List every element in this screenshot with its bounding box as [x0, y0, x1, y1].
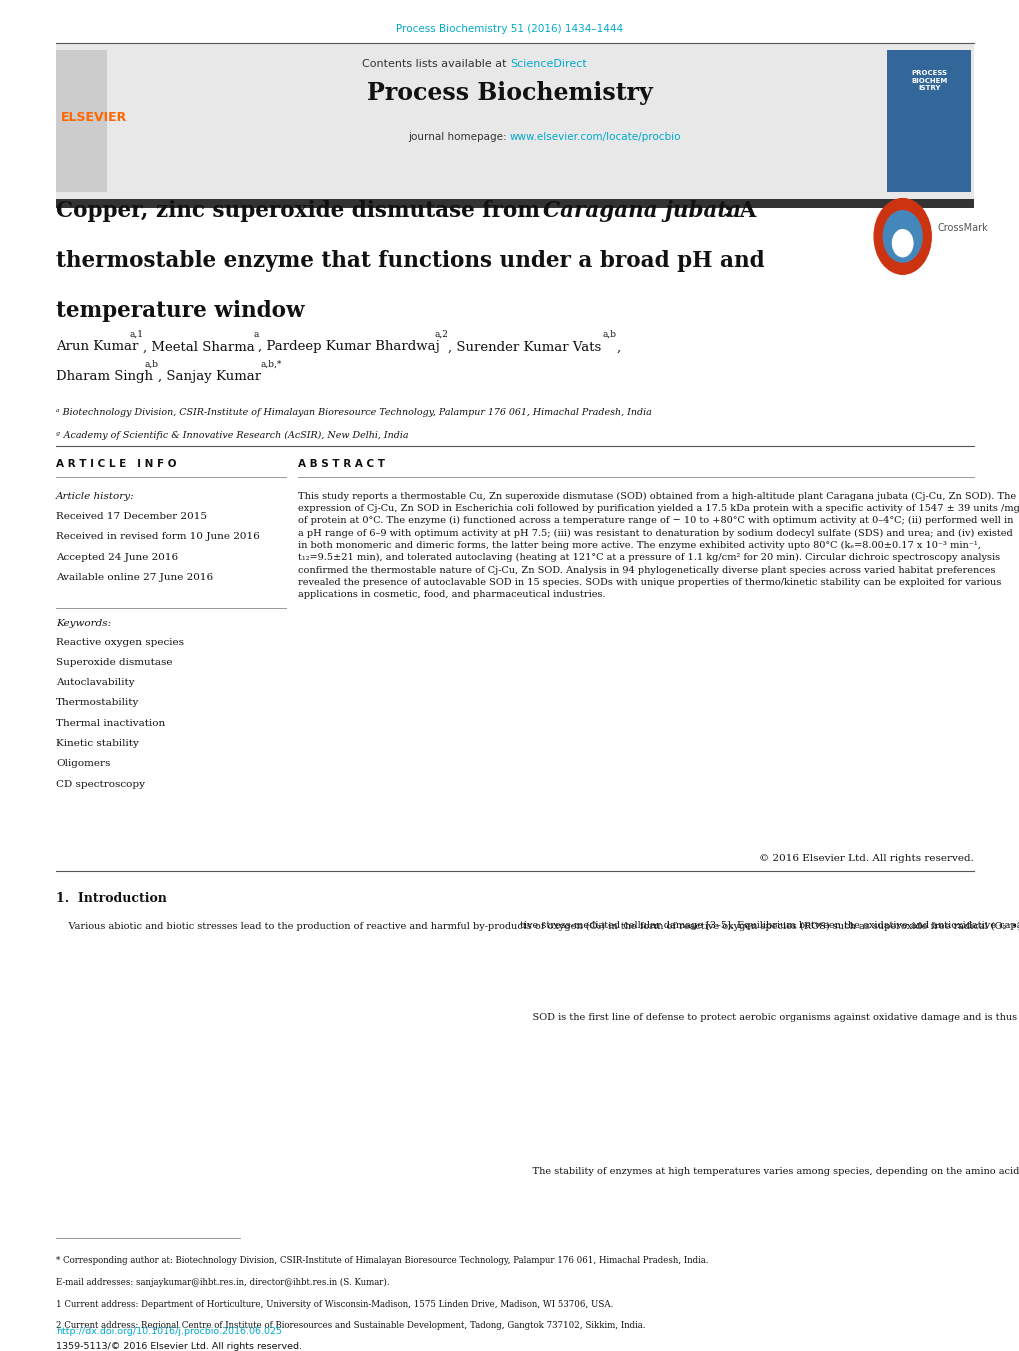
Text: Various abiotic and biotic stresses lead to the production of reactive and harmf: Various abiotic and biotic stresses lead…	[56, 921, 1019, 931]
Bar	[56, 43, 973, 199]
Text: a,b: a,b	[144, 359, 158, 369]
Circle shape	[892, 230, 912, 257]
Text: a,2: a,2	[434, 330, 447, 339]
Text: , Sanjay Kumar: , Sanjay Kumar	[158, 370, 261, 384]
Text: E-mail addresses: sanjaykumar@ihbt.res.in, director@ihbt.res.in (S. Kumar).: E-mail addresses: sanjaykumar@ihbt.res.i…	[56, 1278, 389, 1288]
Text: journal homepage:: journal homepage:	[408, 132, 510, 142]
Text: This study reports a thermostable Cu, Zn superoxide dismutase (SOD) obtained fro: This study reports a thermostable Cu, Zn…	[298, 492, 1019, 598]
Text: www.elsevier.com/locate/procbio: www.elsevier.com/locate/procbio	[510, 132, 681, 142]
Text: Available online 27 June 2016: Available online 27 June 2016	[56, 573, 213, 582]
Text: A R T I C L E   I N F O: A R T I C L E I N F O	[56, 459, 176, 469]
Circle shape	[873, 199, 930, 274]
Text: Process Biochemistry: Process Biochemistry	[367, 81, 652, 105]
Text: : A: : A	[723, 200, 756, 222]
Text: Arun Kumar: Arun Kumar	[56, 340, 139, 354]
Text: Autoclavability: Autoclavability	[56, 678, 135, 688]
Text: CD spectroscopy: CD spectroscopy	[56, 780, 145, 789]
Text: Superoxide dismutase: Superoxide dismutase	[56, 658, 172, 667]
Circle shape	[882, 211, 921, 262]
Text: CrossMark: CrossMark	[936, 223, 987, 234]
Text: ScienceDirect: ScienceDirect	[510, 59, 586, 69]
Text: ELSEVIER: ELSEVIER	[61, 111, 127, 124]
Text: Contents lists available at: Contents lists available at	[362, 59, 510, 69]
Text: * Corresponding author at: Biotechnology Division, CSIR-Institute of Himalayan B: * Corresponding author at: Biotechnology…	[56, 1256, 708, 1266]
Text: a,b,*: a,b,*	[261, 359, 282, 369]
Text: a,b: a,b	[601, 330, 615, 339]
Text: , Meetal Sharma: , Meetal Sharma	[144, 340, 255, 354]
Text: The stability of enzymes at high temperatures varies among species, depending on: The stability of enzymes at high tempera…	[520, 1167, 1019, 1177]
Text: SOD is the first line of defense to protect aerobic organisms against oxidative : SOD is the first line of defense to prot…	[520, 1013, 1019, 1023]
Text: temperature window: temperature window	[56, 300, 305, 322]
Text: Caragana jubata: Caragana jubata	[542, 200, 740, 222]
Text: a: a	[254, 330, 259, 339]
Text: Process Biochemistry 51 (2016) 1434–1444: Process Biochemistry 51 (2016) 1434–1444	[396, 24, 623, 34]
Text: Reactive oxygen species: Reactive oxygen species	[56, 638, 183, 647]
Text: , Pardeep Kumar Bhardwaj: , Pardeep Kumar Bhardwaj	[258, 340, 439, 354]
Text: Kinetic stability: Kinetic stability	[56, 739, 139, 748]
Text: a,1: a,1	[129, 330, 144, 339]
Text: Thermostability: Thermostability	[56, 698, 140, 708]
Text: Dharam Singh: Dharam Singh	[56, 370, 153, 384]
Text: ᵃ Biotechnology Division, CSIR-Institute of Himalayan Bioresource Technology, Pa: ᵃ Biotechnology Division, CSIR-Institute…	[56, 408, 651, 417]
Text: 2 Current address: Regional Centre of Institute of Bioresources and Sustainable : 2 Current address: Regional Centre of In…	[56, 1321, 645, 1331]
Text: ,: ,	[615, 340, 620, 354]
Text: , Surender Kumar Vats: , Surender Kumar Vats	[447, 340, 601, 354]
Text: Accepted 24 June 2016: Accepted 24 June 2016	[56, 553, 178, 562]
Text: A B S T R A C T: A B S T R A C T	[298, 459, 384, 469]
Text: Keywords:: Keywords:	[56, 619, 111, 628]
Text: Article history:: Article history:	[56, 492, 135, 501]
Bar	[56, 199, 973, 208]
Text: thermostable enzyme that functions under a broad pH and: thermostable enzyme that functions under…	[56, 250, 764, 272]
Text: Thermal inactivation: Thermal inactivation	[56, 719, 165, 728]
Text: Received 17 December 2015: Received 17 December 2015	[56, 512, 207, 521]
Bar	[56, 50, 107, 192]
Text: Copper, zinc superoxide dismutase from: Copper, zinc superoxide dismutase from	[56, 200, 547, 222]
Text: 1.  Introduction: 1. Introduction	[56, 892, 167, 905]
Text: http://dx.doi.org/10.1016/j.procbio.2016.06.025: http://dx.doi.org/10.1016/j.procbio.2016…	[56, 1327, 282, 1336]
Text: tive stress-mediated cellular damage [3–5]. Equilibrium between the oxidative an: tive stress-mediated cellular damage [3–…	[520, 921, 1019, 931]
Text: © 2016 Elsevier Ltd. All rights reserved.: © 2016 Elsevier Ltd. All rights reserved…	[758, 854, 973, 863]
Text: Oligomers: Oligomers	[56, 759, 110, 769]
Bar	[887, 50, 970, 192]
Text: 1 Current address: Department of Horticulture, University of Wisconsin-Madison, : 1 Current address: Department of Horticu…	[56, 1300, 612, 1309]
Text: ᶢ Academy of Scientific & Innovative Research (AcSIR), New Delhi, India: ᶢ Academy of Scientific & Innovative Res…	[56, 431, 409, 440]
Text: PROCESS
BIOCHEM
ISTRY: PROCESS BIOCHEM ISTRY	[910, 70, 947, 92]
Text: 1359-5113/© 2016 Elsevier Ltd. All rights reserved.: 1359-5113/© 2016 Elsevier Ltd. All right…	[56, 1342, 302, 1351]
Text: Received in revised form 10 June 2016: Received in revised form 10 June 2016	[56, 532, 260, 542]
